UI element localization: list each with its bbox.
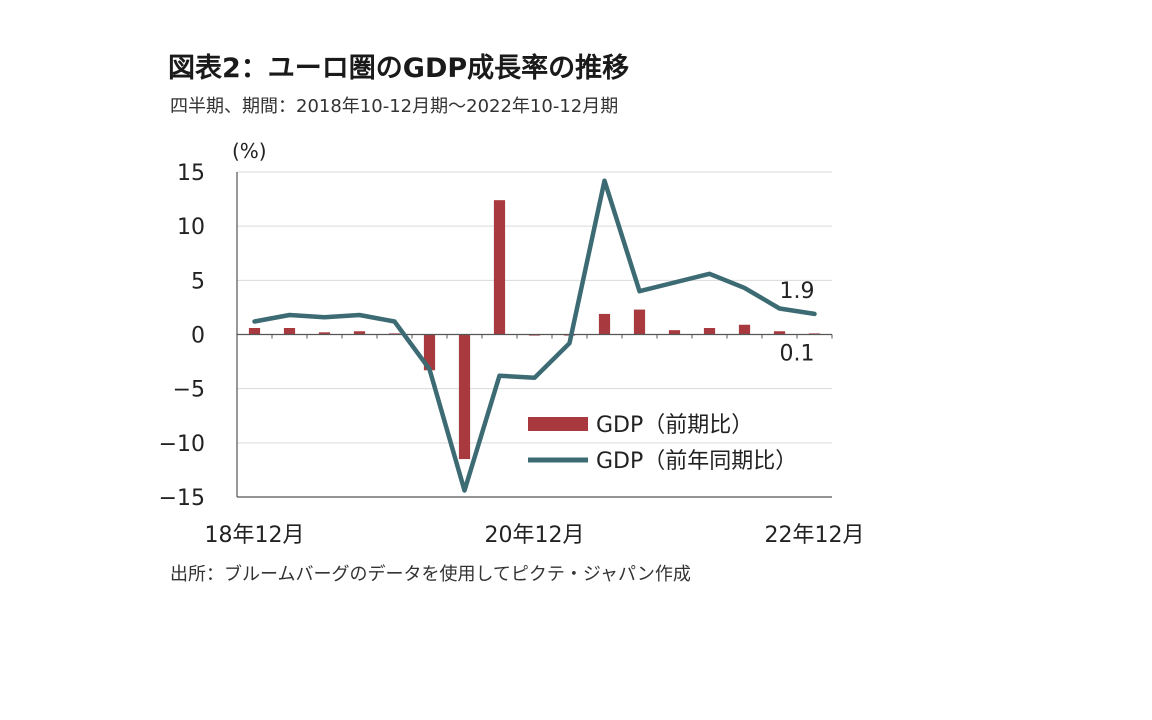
x-tick-label: 18年12月 xyxy=(205,523,305,548)
x-tick-label: 20年12月 xyxy=(485,523,585,548)
y-axis-unit: (%) xyxy=(232,139,267,163)
y-tick-label: −10 xyxy=(159,432,205,457)
bar xyxy=(703,328,716,335)
bar xyxy=(458,334,471,460)
chart-subtitle: 四半期、期間：2018年10-12月期～2022年10-12月期 xyxy=(170,96,619,117)
bar xyxy=(353,331,366,335)
bar xyxy=(493,200,506,335)
line-series xyxy=(252,178,817,493)
bar xyxy=(248,328,261,335)
bar xyxy=(738,324,751,335)
legend-label: GDP（前年同期比） xyxy=(596,449,797,474)
bar xyxy=(773,331,786,335)
legend-swatch-bar xyxy=(528,417,588,431)
source-note: 出所：ブルームバーグのデータを使用してピクテ・ジャパン作成 xyxy=(170,564,691,585)
data-label: 0.1 xyxy=(780,342,815,367)
y-tick-label: −15 xyxy=(159,486,205,511)
bar xyxy=(283,328,296,335)
bar xyxy=(668,330,681,335)
data-label: 1.9 xyxy=(780,279,815,304)
legend-label: GDP（前期比） xyxy=(596,413,753,438)
y-tick-label: −5 xyxy=(173,378,205,403)
y-tick-label: 5 xyxy=(191,269,205,294)
line-path xyxy=(252,178,817,493)
bar xyxy=(318,332,331,335)
axes xyxy=(236,172,833,498)
bar xyxy=(633,309,646,335)
x-tick-label: 22年12月 xyxy=(765,523,865,548)
bar xyxy=(423,334,436,371)
chart-title: 図表2：ユーロ圏のGDP成長率の推移 xyxy=(168,53,630,84)
bar xyxy=(598,313,611,335)
legend: GDP（前期比） GDP（前年同期比） xyxy=(528,413,797,474)
axis-labels: 15 10 5 0 −5 −10 −15 (%) 18年12月 20年12月 22年12月 1.9 0.… xyxy=(159,139,865,548)
y-tick-label: 10 xyxy=(177,215,205,240)
y-tick-label: 0 xyxy=(191,324,205,349)
y-tick-label: 15 xyxy=(177,161,205,186)
